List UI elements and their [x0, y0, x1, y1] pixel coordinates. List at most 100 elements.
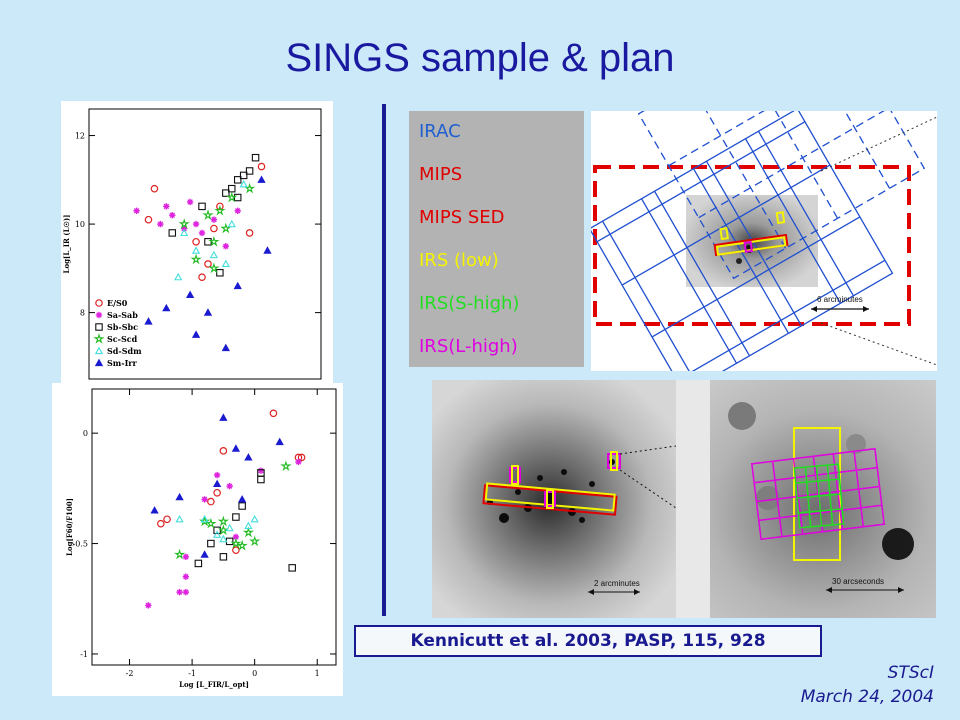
- data-point: [191, 246, 201, 254]
- data-point: [144, 317, 153, 325]
- y-axis-label: Log[F60/F100]: [65, 498, 74, 556]
- data-point: [212, 530, 222, 538]
- data-point: [192, 237, 200, 246]
- data-point: [216, 269, 224, 277]
- data-point: [178, 218, 190, 229]
- data-point: [239, 179, 248, 188]
- data-point: [186, 198, 194, 206]
- data-point: [219, 413, 228, 421]
- data-point: [202, 209, 214, 221]
- data-point: [175, 492, 184, 501]
- data-point: [205, 517, 217, 529]
- data-point: [208, 262, 220, 274]
- scale-arrow-left: [811, 306, 817, 312]
- data-point: [150, 506, 159, 514]
- data-point: [222, 189, 230, 197]
- top-scatter-chart: 12 10 8 Log[L_IR (L☉)] E/S0 Sa-Sab Sb-Sbc Sc-Sc…: [62, 108, 322, 380]
- data-point: [269, 409, 278, 418]
- legend-label: Sd-Sdm: [107, 346, 142, 356]
- data-point: [230, 537, 242, 549]
- data-point: [174, 272, 183, 281]
- y-axis-label: Log[L_IR (L☉)]: [62, 215, 71, 274]
- scale-label-6arcmin: 6 arcminutes: [817, 295, 863, 304]
- data-point: [190, 253, 202, 265]
- data-point: [232, 546, 240, 554]
- data-point: [219, 447, 228, 455]
- legend-marker: [93, 332, 105, 344]
- data-point: [233, 193, 242, 202]
- data-point: [280, 460, 292, 472]
- data-point: [219, 534, 228, 543]
- zoom-blob: [728, 402, 756, 430]
- data-point: [145, 602, 152, 609]
- data-point: [226, 482, 233, 490]
- data-point: [133, 207, 140, 215]
- scale-arrow-right: [863, 306, 869, 312]
- data-point: [210, 224, 218, 233]
- data-point: [239, 171, 248, 180]
- plot-frame: [91, 388, 337, 666]
- data-point: [157, 220, 164, 228]
- legend-marker: [95, 299, 103, 307]
- x-tick-label: 0: [252, 669, 257, 678]
- data-point: [192, 220, 200, 228]
- data-point: [225, 523, 234, 532]
- legend-label: Sb-Sbc: [107, 322, 138, 332]
- data-point: [257, 162, 266, 171]
- legend-label: E/S0: [107, 298, 128, 308]
- legend-mips-sed: MIPS SED: [419, 207, 505, 228]
- legend-label: Sc-Scd: [107, 334, 138, 344]
- legend-marker: [95, 311, 103, 319]
- galaxy-map: 2 arcminutes: [432, 380, 676, 618]
- zoom-map: 30 arcseconds: [676, 380, 936, 618]
- data-point: [244, 453, 253, 461]
- legend-irs-low: IRS (low): [419, 250, 499, 271]
- data-point: [212, 479, 222, 488]
- legend-irs-s-high: IRS(S-high): [419, 293, 520, 314]
- data-point: [257, 469, 265, 477]
- data-point: [217, 515, 230, 527]
- data-point: [213, 526, 221, 535]
- footprint-image: 6 arcminutes: [591, 111, 937, 371]
- data-point: [236, 539, 248, 551]
- data-point: [182, 573, 190, 580]
- legend-marker: [94, 358, 104, 367]
- legend-irac: IRAC: [419, 121, 461, 142]
- zoom-margin: [676, 380, 710, 618]
- data-point: [201, 496, 208, 503]
- legend-label: Sa-Sab: [107, 310, 138, 320]
- data-point: [200, 550, 209, 558]
- data-point: [157, 519, 165, 528]
- data-point: [257, 467, 265, 474]
- data-point: [198, 202, 206, 211]
- scale-arrow-left: [826, 587, 832, 593]
- data-point: [200, 514, 209, 523]
- data-point: [208, 235, 220, 247]
- data-point: [209, 250, 219, 259]
- y-tick-label: 8: [80, 309, 85, 318]
- data-point: [227, 219, 236, 228]
- data-point: [213, 471, 221, 479]
- scale-label-2arcmin: 2 arcminutes: [594, 579, 640, 588]
- data-point: [203, 308, 213, 316]
- data-point: [222, 243, 230, 250]
- legend-marker: [94, 346, 104, 355]
- data-point: [226, 191, 238, 203]
- y-tick-label: -1: [80, 650, 88, 659]
- data-point: [221, 343, 230, 352]
- data-point: [245, 229, 254, 237]
- data-point: [257, 475, 265, 484]
- y-tick-label: 10: [75, 220, 85, 229]
- data-point: [194, 559, 203, 568]
- data-point: [180, 228, 189, 237]
- data-point: [185, 290, 195, 299]
- x-tick-label: -2: [126, 669, 134, 678]
- plot-frame: [88, 108, 322, 380]
- data-point: [251, 153, 260, 162]
- data-point: [238, 502, 246, 510]
- data-point: [173, 548, 186, 560]
- data-point: [295, 458, 302, 466]
- connector-line: [820, 116, 937, 172]
- data-point: [204, 260, 212, 268]
- scale-arrow-left: [588, 589, 594, 595]
